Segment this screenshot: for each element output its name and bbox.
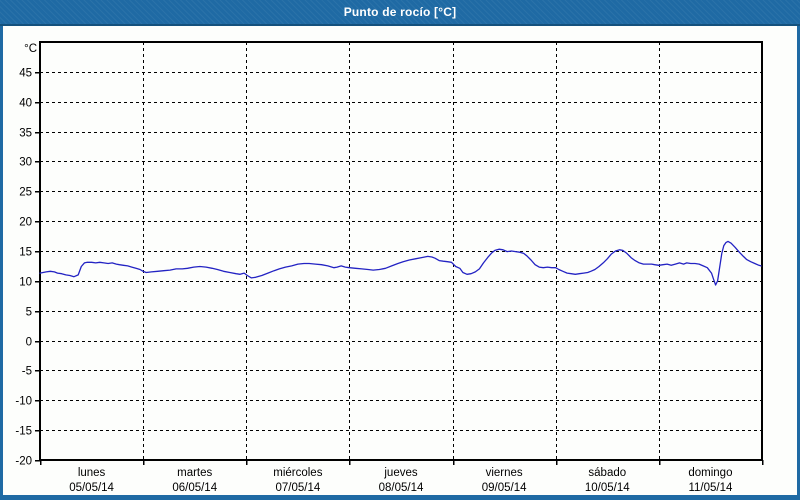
y-tick-label: 35 (19, 128, 32, 140)
x-day-date-label: 05/05/14 (69, 482, 114, 494)
chart-title: Punto de rocío [°C] (343, 5, 457, 19)
x-day-name-label: miércoles (273, 467, 322, 479)
chart-title-bar: Punto de rocío [°C] (0, 0, 800, 26)
x-day-date-label: 06/05/14 (172, 482, 217, 494)
y-tick-label: 5 (26, 307, 32, 319)
plot-border (39, 41, 763, 461)
x-day-name-label: jueves (383, 467, 417, 479)
chart-area (3, 26, 797, 495)
y-axis-unit-label: °C (24, 43, 37, 55)
x-day-name-label: sábado (588, 467, 626, 479)
x-day-date-label: 11/05/14 (688, 482, 733, 494)
y-tick-label: 40 (19, 98, 32, 110)
y-tick-label: -5 (22, 366, 32, 378)
x-day-name-label: lunes (78, 467, 106, 479)
x-day-date-label: 10/05/14 (585, 482, 630, 494)
x-day-name-label: viernes (486, 467, 523, 479)
x-day-date-label: 09/05/14 (482, 482, 527, 494)
y-tick-label: 30 (19, 157, 32, 169)
y-tick-label: 45 (19, 68, 32, 80)
x-day-name-label: domingo (688, 467, 732, 479)
x-day-name-label: martes (177, 467, 212, 479)
dewpoint-series-line (39, 240, 762, 286)
y-tick-label: -15 (15, 426, 32, 438)
y-tick-label: 25 (19, 187, 32, 199)
y-tick-label: 10 (19, 277, 32, 289)
y-tick-label: 0 (26, 337, 32, 349)
y-tick-label: 20 (19, 217, 32, 229)
x-day-date-label: 08/05/14 (379, 482, 424, 494)
y-tick-label: -10 (15, 396, 32, 408)
y-tick-label: -20 (15, 456, 32, 468)
y-tick-label: 15 (19, 247, 32, 259)
x-day-date-label: 07/05/14 (275, 482, 320, 494)
